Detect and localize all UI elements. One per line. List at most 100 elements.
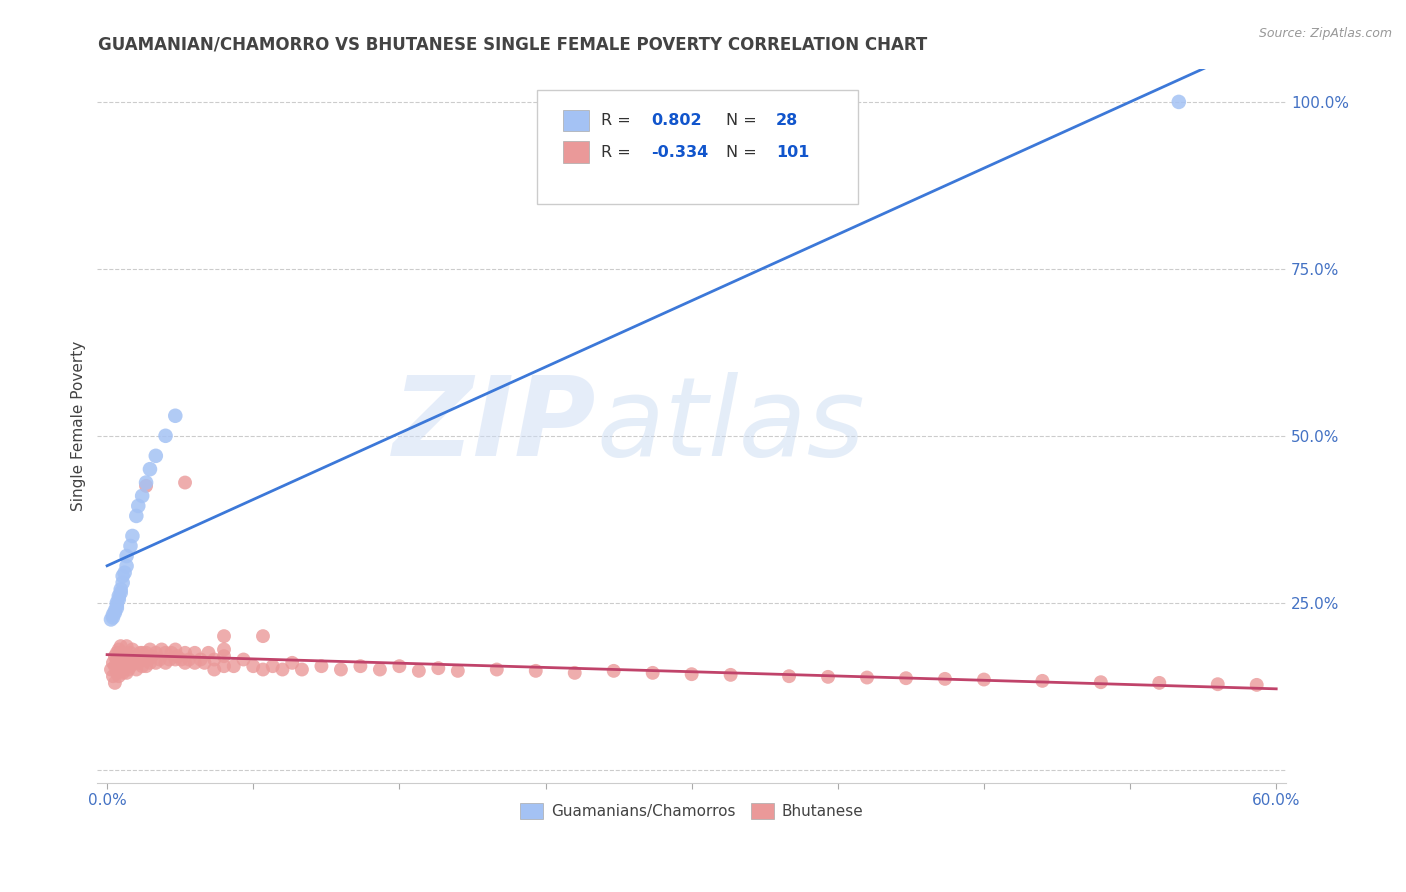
Point — [155, 646, 177, 660]
Point — [115, 652, 138, 666]
Point — [136, 652, 159, 666]
Point — [115, 549, 138, 563]
Point — [817, 670, 839, 684]
Point — [125, 649, 148, 664]
Point — [121, 529, 143, 543]
Point — [212, 649, 235, 664]
Point — [1206, 677, 1229, 691]
Point — [105, 601, 128, 615]
Point — [202, 663, 225, 677]
Point — [127, 656, 149, 670]
Point — [131, 489, 153, 503]
Point — [184, 656, 207, 670]
Point — [105, 599, 128, 613]
Point — [193, 656, 215, 670]
Text: 0.802: 0.802 — [651, 113, 702, 128]
FancyBboxPatch shape — [564, 110, 589, 131]
Point — [115, 559, 138, 574]
Point — [165, 652, 187, 666]
Point — [166, 649, 188, 664]
Point — [291, 663, 314, 677]
Point — [165, 642, 187, 657]
Text: R =: R = — [602, 113, 636, 128]
Point — [720, 668, 742, 682]
Point — [252, 629, 274, 643]
Point — [104, 606, 127, 620]
Point — [190, 652, 212, 666]
Point — [135, 479, 157, 493]
Point — [100, 663, 122, 677]
Point — [141, 649, 163, 664]
Point — [165, 409, 187, 423]
Point — [104, 676, 127, 690]
Point — [101, 610, 124, 624]
Point — [111, 656, 134, 670]
Point — [120, 646, 142, 660]
Point — [427, 661, 450, 675]
Point — [311, 659, 333, 673]
Point — [155, 429, 177, 443]
Point — [485, 663, 508, 677]
Point — [524, 664, 547, 678]
Point — [197, 646, 219, 660]
Point — [135, 475, 157, 490]
Point — [107, 592, 129, 607]
Point — [174, 646, 197, 660]
Text: -0.334: -0.334 — [651, 145, 709, 160]
Point — [252, 663, 274, 677]
Point — [778, 669, 800, 683]
Point — [127, 499, 149, 513]
Point — [602, 664, 624, 678]
Point — [114, 566, 136, 580]
Text: N =: N = — [725, 113, 762, 128]
Point — [368, 663, 391, 677]
Point — [170, 652, 193, 666]
Point — [139, 642, 162, 657]
Point — [329, 663, 352, 677]
Point — [894, 671, 917, 685]
Point — [104, 659, 127, 673]
Point — [160, 646, 183, 660]
Point — [177, 652, 200, 666]
Point — [111, 665, 134, 680]
Point — [114, 649, 136, 664]
Point — [117, 663, 139, 677]
Legend: Guamanians/Chamorros, Bhutanese: Guamanians/Chamorros, Bhutanese — [515, 797, 869, 825]
Point — [110, 663, 132, 677]
Point — [107, 669, 129, 683]
Point — [111, 646, 134, 660]
Point — [101, 669, 124, 683]
Point — [110, 585, 132, 599]
Point — [212, 642, 235, 657]
Point — [184, 646, 207, 660]
Point — [212, 629, 235, 643]
Point — [114, 659, 136, 673]
Point — [115, 665, 138, 680]
Point — [159, 652, 181, 666]
Point — [105, 596, 128, 610]
Point — [110, 639, 132, 653]
Point — [104, 649, 127, 664]
Text: 101: 101 — [776, 145, 810, 160]
Point — [107, 656, 129, 670]
Point — [1031, 673, 1053, 688]
Point — [107, 642, 129, 657]
Point — [105, 646, 128, 660]
Text: GUAMANIAN/CHAMORRO VS BHUTANESE SINGLE FEMALE POVERTY CORRELATION CHART: GUAMANIAN/CHAMORRO VS BHUTANESE SINGLE F… — [98, 36, 928, 54]
Point — [104, 604, 127, 618]
Point — [110, 652, 132, 666]
Point — [174, 475, 197, 490]
Point — [100, 612, 122, 626]
Point — [115, 639, 138, 653]
Point — [124, 652, 146, 666]
Point — [107, 589, 129, 603]
Point — [934, 672, 956, 686]
Point — [125, 663, 148, 677]
Point — [149, 652, 172, 666]
Point — [125, 508, 148, 523]
Point — [232, 652, 254, 666]
Point — [1090, 675, 1112, 690]
Point — [101, 607, 124, 622]
Point — [262, 659, 284, 673]
Point — [131, 659, 153, 673]
